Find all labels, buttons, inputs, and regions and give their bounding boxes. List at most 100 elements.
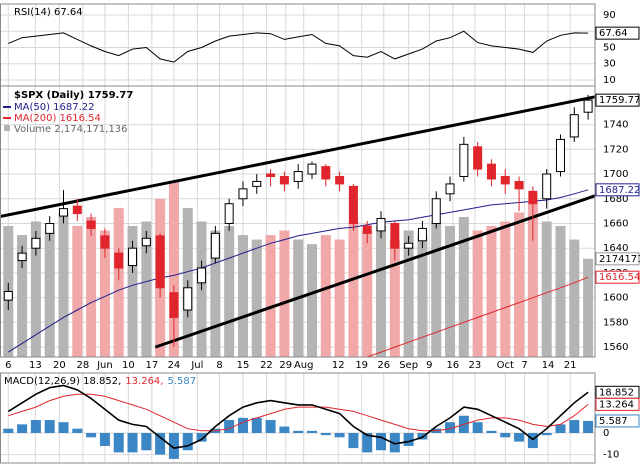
panel — [0, 86, 595, 357]
volume-bar — [99, 230, 110, 357]
candle-body — [528, 190, 538, 205]
volume-bar — [486, 226, 497, 357]
histogram-bar — [58, 422, 69, 433]
x-tick-label: Jul — [190, 360, 203, 371]
volume-bar — [583, 258, 594, 357]
x-tick-label: 9 — [426, 360, 432, 371]
candle-body — [169, 292, 179, 318]
candle-body — [583, 99, 593, 113]
legend: Volume 2,174,171,136 — [14, 124, 128, 135]
histogram-bar — [3, 428, 14, 433]
value-tag — [595, 397, 640, 411]
candle-body — [293, 171, 303, 182]
volume-bar — [279, 230, 290, 357]
histogram-bar — [334, 433, 345, 438]
volume-bar — [141, 221, 152, 357]
volume-bar — [541, 221, 552, 357]
panel — [0, 373, 595, 463]
candle-body — [348, 185, 358, 224]
histogram-bar — [86, 433, 97, 438]
x-tick-label: 8 — [216, 360, 222, 371]
histogram-bar — [113, 433, 124, 453]
volume-bar — [265, 235, 276, 357]
legend: MACD(12,26,9) 18.852, 13.264, 5.587 — [4, 376, 196, 387]
legend-swatch — [4, 125, 10, 131]
candle-body — [100, 235, 110, 249]
histogram-bar — [417, 433, 428, 440]
volume-bar — [431, 221, 442, 357]
histogram-bar — [72, 428, 83, 433]
x-tick-label: 29 — [279, 360, 292, 371]
candle-body — [473, 146, 483, 170]
volume-bar — [445, 226, 456, 357]
candle-body — [279, 175, 289, 185]
candle-body — [238, 188, 248, 200]
volume-bar — [168, 180, 179, 357]
histogram-bar — [527, 433, 538, 449]
x-tick-label: 28 — [76, 360, 89, 371]
histogram-bar — [376, 433, 387, 451]
candle-body — [362, 225, 372, 234]
histogram-bar — [44, 420, 55, 433]
value-tag-label: 67.64 — [599, 28, 628, 39]
value-tag — [595, 414, 640, 428]
macd-frame — [0, 372, 596, 464]
candle-body — [335, 175, 345, 185]
candle-body — [224, 203, 234, 224]
candle-body — [72, 205, 82, 215]
histogram-bar — [541, 433, 552, 436]
candle-body — [31, 237, 41, 249]
histogram-bar — [251, 417, 262, 433]
volume-bar — [555, 226, 566, 357]
histogram-bar — [306, 430, 317, 433]
candle-body — [431, 198, 441, 224]
candle-body — [155, 235, 165, 289]
histogram-bar — [514, 433, 525, 442]
legend: RSI(14) 67.64 — [14, 7, 83, 18]
candle-body — [514, 180, 524, 190]
line — [8, 30, 589, 63]
candle-body — [141, 237, 151, 247]
volume-bar — [86, 216, 97, 357]
candle-body — [390, 222, 400, 249]
histogram-bar — [237, 417, 248, 433]
legend-part: 5.587 — [167, 376, 196, 387]
x-tick-label: 16 — [446, 360, 459, 371]
value-tag-label: 2174171 — [599, 254, 640, 265]
y-tick-label: 1640 — [603, 243, 628, 254]
candle-body — [486, 163, 496, 180]
histogram-bar — [348, 433, 359, 449]
volume-bar — [30, 221, 41, 357]
volume-bar — [514, 212, 525, 357]
legend: MA(50) 1687.22 — [14, 102, 95, 113]
histogram-bar — [389, 433, 400, 453]
candle-body — [45, 222, 55, 234]
histogram-bar — [569, 420, 580, 433]
candle-body — [445, 183, 455, 195]
histogram-bar — [279, 426, 290, 433]
value-tag — [595, 183, 640, 197]
volume-bar — [569, 239, 580, 357]
candle-body — [569, 114, 579, 138]
volume-bar — [44, 230, 55, 357]
trendline — [154, 194, 595, 349]
value-tag-label: 1759.77 — [599, 95, 640, 106]
x-tick-label: 21 — [564, 360, 577, 371]
volume-bar — [458, 216, 469, 357]
histogram-bar — [224, 420, 235, 433]
candle-body — [404, 242, 414, 249]
x-tick-label: 10 — [122, 360, 135, 371]
x-tick-label: 14 — [542, 360, 555, 371]
volume-bar — [527, 203, 538, 357]
histogram-bar — [127, 433, 138, 453]
y-tick-label: 10 — [603, 75, 616, 86]
legend-part: MACD(12,26,9) 18.852, — [4, 376, 121, 387]
value-tag — [595, 26, 640, 40]
y-tick-label: 90 — [603, 10, 616, 21]
x-tick-label: Jun — [96, 360, 113, 371]
candle-body — [210, 232, 220, 259]
x-tick-label: 19 — [355, 360, 368, 371]
histogram-bar — [500, 433, 511, 438]
histogram-bar — [265, 420, 276, 433]
